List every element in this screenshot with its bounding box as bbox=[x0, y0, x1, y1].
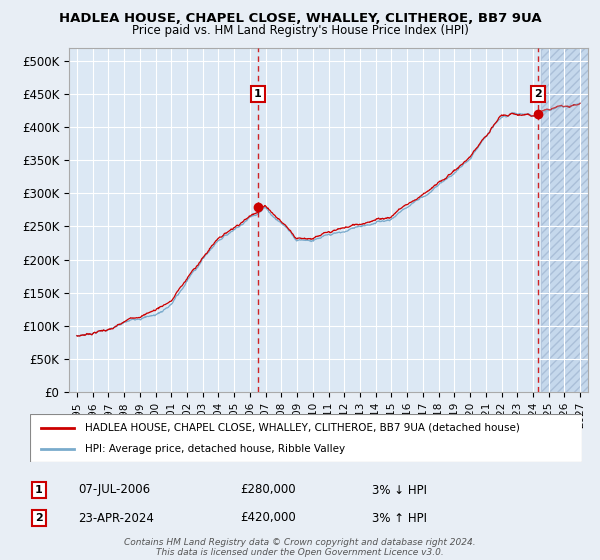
Text: 07-JUL-2006: 07-JUL-2006 bbox=[78, 483, 150, 497]
Text: 1: 1 bbox=[254, 89, 262, 99]
Text: HPI: Average price, detached house, Ribble Valley: HPI: Average price, detached house, Ribb… bbox=[85, 444, 346, 454]
Text: £280,000: £280,000 bbox=[240, 483, 296, 497]
Text: Contains HM Land Registry data © Crown copyright and database right 2024.
This d: Contains HM Land Registry data © Crown c… bbox=[124, 538, 476, 557]
Text: HADLEA HOUSE, CHAPEL CLOSE, WHALLEY, CLITHEROE, BB7 9UA: HADLEA HOUSE, CHAPEL CLOSE, WHALLEY, CLI… bbox=[59, 12, 541, 25]
Text: £420,000: £420,000 bbox=[240, 511, 296, 525]
Bar bbox=[541, 48, 588, 392]
Text: 3% ↑ HPI: 3% ↑ HPI bbox=[372, 511, 427, 525]
Text: 1: 1 bbox=[35, 485, 43, 495]
Text: 23-APR-2024: 23-APR-2024 bbox=[78, 511, 154, 525]
FancyBboxPatch shape bbox=[30, 414, 582, 462]
Text: 3% ↓ HPI: 3% ↓ HPI bbox=[372, 483, 427, 497]
Text: Price paid vs. HM Land Registry's House Price Index (HPI): Price paid vs. HM Land Registry's House … bbox=[131, 24, 469, 36]
Text: HADLEA HOUSE, CHAPEL CLOSE, WHALLEY, CLITHEROE, BB7 9UA (detached house): HADLEA HOUSE, CHAPEL CLOSE, WHALLEY, CLI… bbox=[85, 423, 520, 433]
Text: 2: 2 bbox=[35, 513, 43, 523]
Text: 2: 2 bbox=[534, 89, 542, 99]
